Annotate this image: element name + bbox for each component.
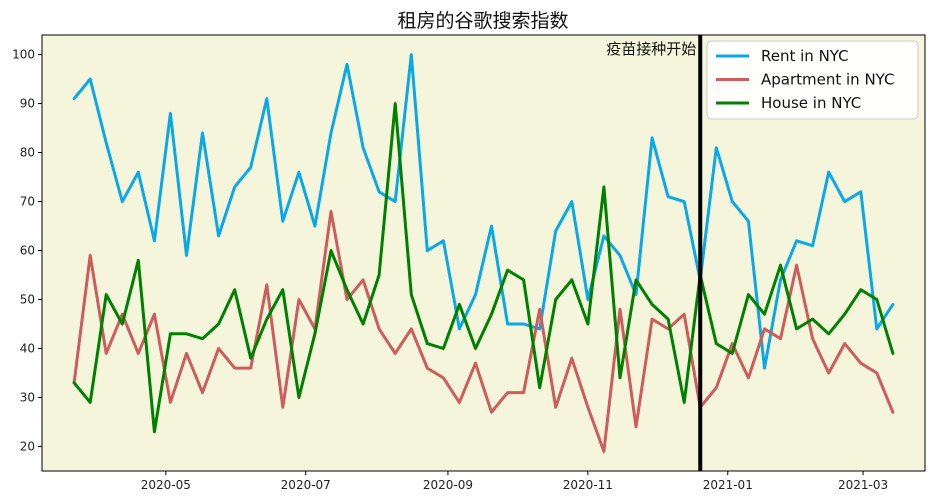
x-tick-label: 2020-07 <box>281 478 331 492</box>
legend-label: House in NYC <box>761 94 861 112</box>
x-axis: 2020-05 2020-07 2020-09 2020-11 2021-01 2021-… <box>141 471 888 492</box>
legend-label: Apartment in NYC <box>761 71 895 89</box>
y-tick-label: 90 <box>20 97 35 111</box>
y-tick-label: 100 <box>12 48 35 62</box>
x-tick-label: 2020-09 <box>423 478 473 492</box>
plot-frame <box>41 34 926 472</box>
x-tick-label: 2020-05 <box>141 478 191 492</box>
legend-box <box>706 40 919 120</box>
y-axis: 20 30 40 50 60 70 80 90 100 <box>12 48 42 454</box>
y-tick-label: 40 <box>20 342 35 356</box>
chart-title: 租房的谷歌搜索指数 <box>397 10 568 32</box>
x-tick-label: 2021-01 <box>703 478 753 492</box>
y-tick-label: 70 <box>20 195 35 209</box>
y-tick-label: 30 <box>20 391 35 405</box>
series-line-house-in-nyc <box>72 102 895 434</box>
y-tick-label: 20 <box>20 440 35 454</box>
legend-label: Rent in NYC <box>761 47 849 65</box>
y-tick-label: 60 <box>20 244 35 258</box>
y-tick-label: 80 <box>20 146 35 160</box>
series-layer <box>72 53 895 453</box>
legend: Rent in NYC Apartment in NYC House in NYC <box>706 40 919 120</box>
series-line-rent-in-nyc <box>72 53 895 370</box>
x-tick-label: 2020-11 <box>563 478 613 492</box>
y-tick-label: 50 <box>20 293 35 307</box>
series-line-apartment-in-nyc <box>72 209 895 453</box>
x-tick-label: 2021-03 <box>838 478 888 492</box>
vaccination-start-annotation: 疫苗接种开始 <box>606 40 696 58</box>
